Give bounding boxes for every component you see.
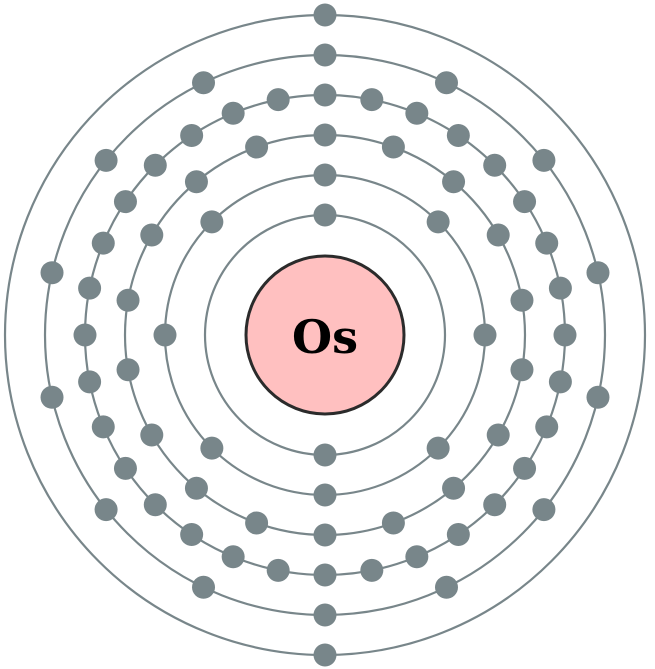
electron-shell-4-23 <box>91 415 115 439</box>
electron-shell-3-8 <box>442 476 466 500</box>
electron-shell-2-3 <box>473 323 497 347</box>
electron-shell-4-16 <box>360 558 384 582</box>
electron-shell-5-1 <box>313 43 337 67</box>
electron-shell-4-14 <box>446 523 470 547</box>
electron-shell-4-6 <box>513 190 537 214</box>
electron-shell-5-14 <box>192 71 216 95</box>
electron-shell-2-2 <box>426 210 450 234</box>
electron-shell-3-3 <box>442 170 466 194</box>
nucleus: Os <box>244 254 406 416</box>
electron-shell-2-4 <box>426 436 450 460</box>
electron-shell-5-13 <box>94 148 118 172</box>
nucleus-circle <box>244 254 406 416</box>
electron-shell-4-15 <box>405 545 429 569</box>
electron-shell-6-2 <box>313 643 337 667</box>
electron-shell-4-22 <box>113 456 137 480</box>
electron-shell-4-5 <box>483 153 507 177</box>
electron-shell-3-4 <box>486 223 510 247</box>
electron-shell-4-3 <box>405 101 429 125</box>
electron-shell-3-7 <box>486 423 510 447</box>
electron-shell-5-3 <box>532 148 556 172</box>
electron-shell-4-28 <box>113 190 137 214</box>
electron-shell-5-5 <box>586 385 610 409</box>
electron-shell-4-25 <box>73 323 97 347</box>
electron-shell-4-10 <box>548 370 572 394</box>
electron-shell-4-4 <box>446 123 470 147</box>
electron-shell-4-19 <box>221 545 245 569</box>
electron-shell-4-31 <box>221 101 245 125</box>
electron-shell-3-11 <box>245 511 269 535</box>
electron-shell-2-8 <box>200 210 224 234</box>
electron-shell-4-1 <box>313 83 337 107</box>
electron-shell-4-27 <box>91 231 115 255</box>
electron-shell-5-10 <box>94 498 118 522</box>
element-symbol: Os <box>292 310 358 364</box>
electron-shell-5-9 <box>192 575 216 599</box>
electron-shell-5-2 <box>434 71 458 95</box>
electron-shell-4-32 <box>266 88 290 112</box>
electron-shell-5-6 <box>532 498 556 522</box>
electron-shell-4-17 <box>313 563 337 587</box>
electron-shell-5-4 <box>586 261 610 285</box>
electron-shell-3-17 <box>184 170 208 194</box>
electron-shell-2-6 <box>200 436 224 460</box>
electron-shell-4-7 <box>535 231 559 255</box>
electron-shell-2-7 <box>153 323 177 347</box>
electron-shell-4-29 <box>143 153 167 177</box>
electron-shell-3-5 <box>510 288 534 312</box>
electron-shell-4-30 <box>180 123 204 147</box>
electron-shell-4-18 <box>266 558 290 582</box>
electron-shell-3-16 <box>140 223 164 247</box>
electron-shell-6-1 <box>313 3 337 27</box>
electron-shell-4-20 <box>180 523 204 547</box>
electron-shell-3-1 <box>313 123 337 147</box>
electron-shell-4-24 <box>78 370 102 394</box>
electron-shell-3-15 <box>116 288 140 312</box>
electron-shell-4-11 <box>535 415 559 439</box>
electron-shell-4-12 <box>513 456 537 480</box>
electron-shell-2-1 <box>313 163 337 187</box>
electrons <box>40 3 610 667</box>
electron-shell-5-12 <box>40 261 64 285</box>
electron-shell-5-8 <box>313 603 337 627</box>
electron-shell-3-12 <box>184 476 208 500</box>
electron-shell-3-14 <box>116 358 140 382</box>
electron-shell-1-2 <box>313 443 337 467</box>
electron-shell-4-8 <box>548 276 572 300</box>
electron-shell-3-13 <box>140 423 164 447</box>
electron-shell-4-9 <box>553 323 577 347</box>
electron-shell-3-10 <box>313 523 337 547</box>
electron-shell-1-1 <box>313 203 337 227</box>
electron-shell-3-18 <box>245 135 269 159</box>
electron-shell-4-21 <box>143 493 167 517</box>
electron-shell-3-2 <box>381 135 405 159</box>
electron-shell-2-5 <box>313 483 337 507</box>
electron-shell-5-11 <box>40 385 64 409</box>
electron-shell-3-9 <box>381 511 405 535</box>
electron-shell-4-26 <box>78 276 102 300</box>
electron-shell-5-7 <box>434 575 458 599</box>
electron-shell-3-6 <box>510 358 534 382</box>
electron-shell-4-2 <box>360 88 384 112</box>
electron-shell-4-13 <box>483 493 507 517</box>
